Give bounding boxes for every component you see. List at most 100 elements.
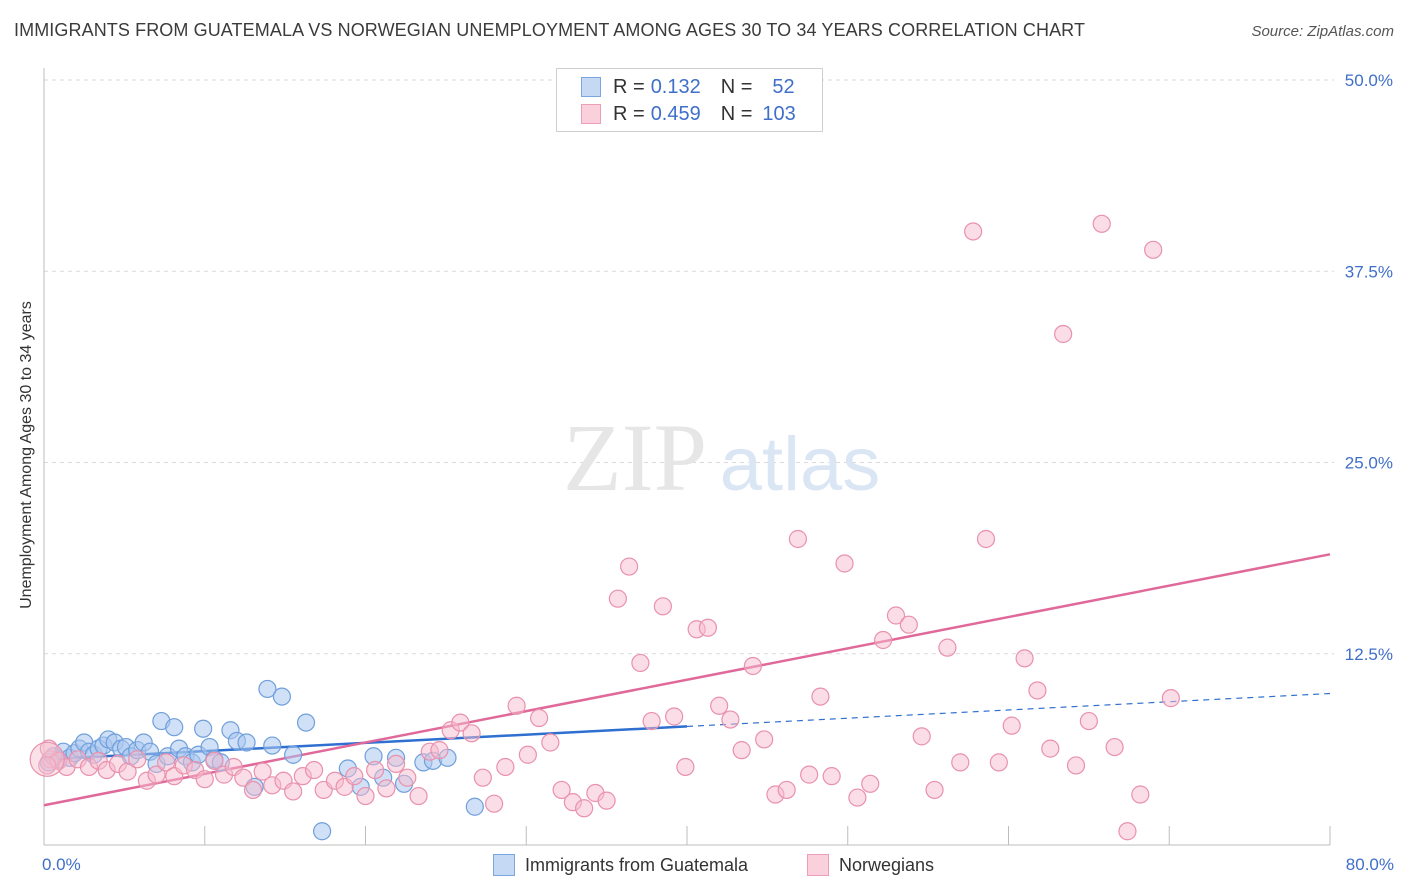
norwegian-cluster-point <box>29 741 65 777</box>
bottom-legend-label-guatemala: Immigrants from Guatemala <box>525 854 749 875</box>
y-tick-label: 25.0% <box>1345 454 1393 473</box>
watermark-atlas: atlas <box>720 422 881 507</box>
norwegian-point <box>620 557 639 576</box>
norwegian-point <box>1054 324 1073 344</box>
norwegian-point <box>1066 756 1086 775</box>
norwegian-point <box>541 733 560 752</box>
y-tick-label: 50.0% <box>1345 71 1393 90</box>
legend-swatch-blue <box>581 77 601 97</box>
norwegian-point <box>485 794 504 813</box>
guatemala-point <box>263 736 282 755</box>
norwegian-point <box>665 707 684 726</box>
y-tick-label: 37.5% <box>1345 262 1393 281</box>
norwegian-point <box>530 708 549 728</box>
norwegian-point <box>811 687 830 706</box>
norwegian-point <box>976 529 996 549</box>
norwegian-point <box>886 606 906 625</box>
norwegian-point <box>1144 240 1163 259</box>
norwegian-point <box>861 774 880 793</box>
norwegian-point <box>597 791 616 810</box>
bottom-legend-swatch-blue <box>493 854 515 876</box>
norwegian-point <box>1002 716 1021 735</box>
norwegian-point <box>721 710 740 729</box>
watermark: ZIP atlas <box>563 404 880 511</box>
norwegian-point <box>1118 822 1137 841</box>
guatemala-point <box>258 679 277 699</box>
guatemala-point <box>272 687 292 706</box>
bottom-legend-swatch-pink <box>807 854 829 876</box>
legend-n-label: N = <box>720 102 753 125</box>
norwegian-point <box>430 741 449 760</box>
x-tick-label-min: 0.0% <box>42 855 81 874</box>
norwegian-point <box>243 780 263 800</box>
norwegian-point <box>284 782 303 801</box>
norwegian-point <box>1161 689 1180 708</box>
legend-row-guatemala: R = 0.132 N = 52 <box>581 75 795 99</box>
norwegian-point <box>874 630 893 650</box>
norwegian-point <box>398 768 417 787</box>
norwegian-point <box>552 780 571 800</box>
norwegian-trend-line <box>43 553 1331 807</box>
norwegian-point <box>496 757 515 777</box>
norwegian-point <box>1028 681 1047 700</box>
norwegian-point <box>195 770 214 789</box>
guatemala-point <box>284 745 303 764</box>
norwegian-point <box>1015 649 1034 668</box>
norwegian-point <box>451 713 470 732</box>
bottom-legend-guatemala: Immigrants from Guatemala <box>493 852 748 878</box>
norwegian-point <box>642 711 661 731</box>
norwegian-point <box>253 762 272 781</box>
legend-r-value-guatemala: 0.132 <box>650 75 701 98</box>
norwegian-point <box>732 741 751 760</box>
norwegian-point <box>507 696 526 715</box>
norwegian-point <box>676 757 695 777</box>
bottom-legend-label-norwegians: Norwegians <box>839 854 935 875</box>
norwegian-point <box>234 768 253 787</box>
correlation-legend: R = 0.132 N = 52 R = 0.459 N = 103 <box>556 68 823 132</box>
norwegian-point <box>755 730 774 749</box>
norwegian-point <box>1079 711 1098 731</box>
norwegian-point <box>304 760 324 780</box>
bottom-legend-norwegians: Norwegians <box>807 852 934 878</box>
tick-labels: 12.5% 25.0% 37.5% 50.0% 0.0% 80.0% <box>42 71 1394 874</box>
legend-n-label: N = <box>720 75 753 98</box>
norwegian-point <box>157 753 176 772</box>
norwegian-points <box>29 214 1180 841</box>
norwegian-point <box>409 786 428 806</box>
norwegian-point <box>631 653 650 673</box>
legend-n-value-norwegians: 103 <box>762 102 796 125</box>
y-tick-label: 12.5% <box>1345 645 1393 664</box>
norwegian-point <box>575 799 594 818</box>
norwegian-point <box>925 780 944 800</box>
norwegian-point <box>1105 737 1124 757</box>
norwegian-point <box>800 765 819 784</box>
norwegian-point <box>39 739 58 758</box>
norwegian-point <box>118 762 137 781</box>
guatemala-point <box>312 822 332 841</box>
guatemala-point <box>194 719 213 738</box>
norwegian-point <box>899 615 918 634</box>
norwegian-point <box>366 760 385 780</box>
norwegian-point <box>653 597 672 616</box>
legend-n-value-guatemala: 52 <box>772 75 795 98</box>
norwegian-point <box>1131 785 1150 804</box>
norwegian-point <box>1041 739 1060 758</box>
guatemala-point <box>296 713 316 732</box>
x-tick-label-max: 80.0% <box>1346 855 1394 874</box>
norwegian-point <box>608 589 627 608</box>
norwegian-point <box>386 754 406 774</box>
norwegian-point <box>473 768 492 787</box>
norwegian-point <box>128 750 147 769</box>
norwegian-point <box>912 727 931 746</box>
norwegian-point <box>356 786 375 806</box>
norwegian-point <box>205 751 224 770</box>
norwegian-point <box>518 745 537 764</box>
norwegian-point <box>345 767 364 786</box>
source-label: Source: ZipAtlas.com <box>1251 23 1394 40</box>
norwegian-point <box>835 554 854 573</box>
guatemala-point <box>465 797 484 816</box>
norwegian-point <box>710 696 729 715</box>
y-axis-label: Unemployment Among Ages 30 to 34 years <box>18 301 35 609</box>
axes <box>43 68 1331 846</box>
